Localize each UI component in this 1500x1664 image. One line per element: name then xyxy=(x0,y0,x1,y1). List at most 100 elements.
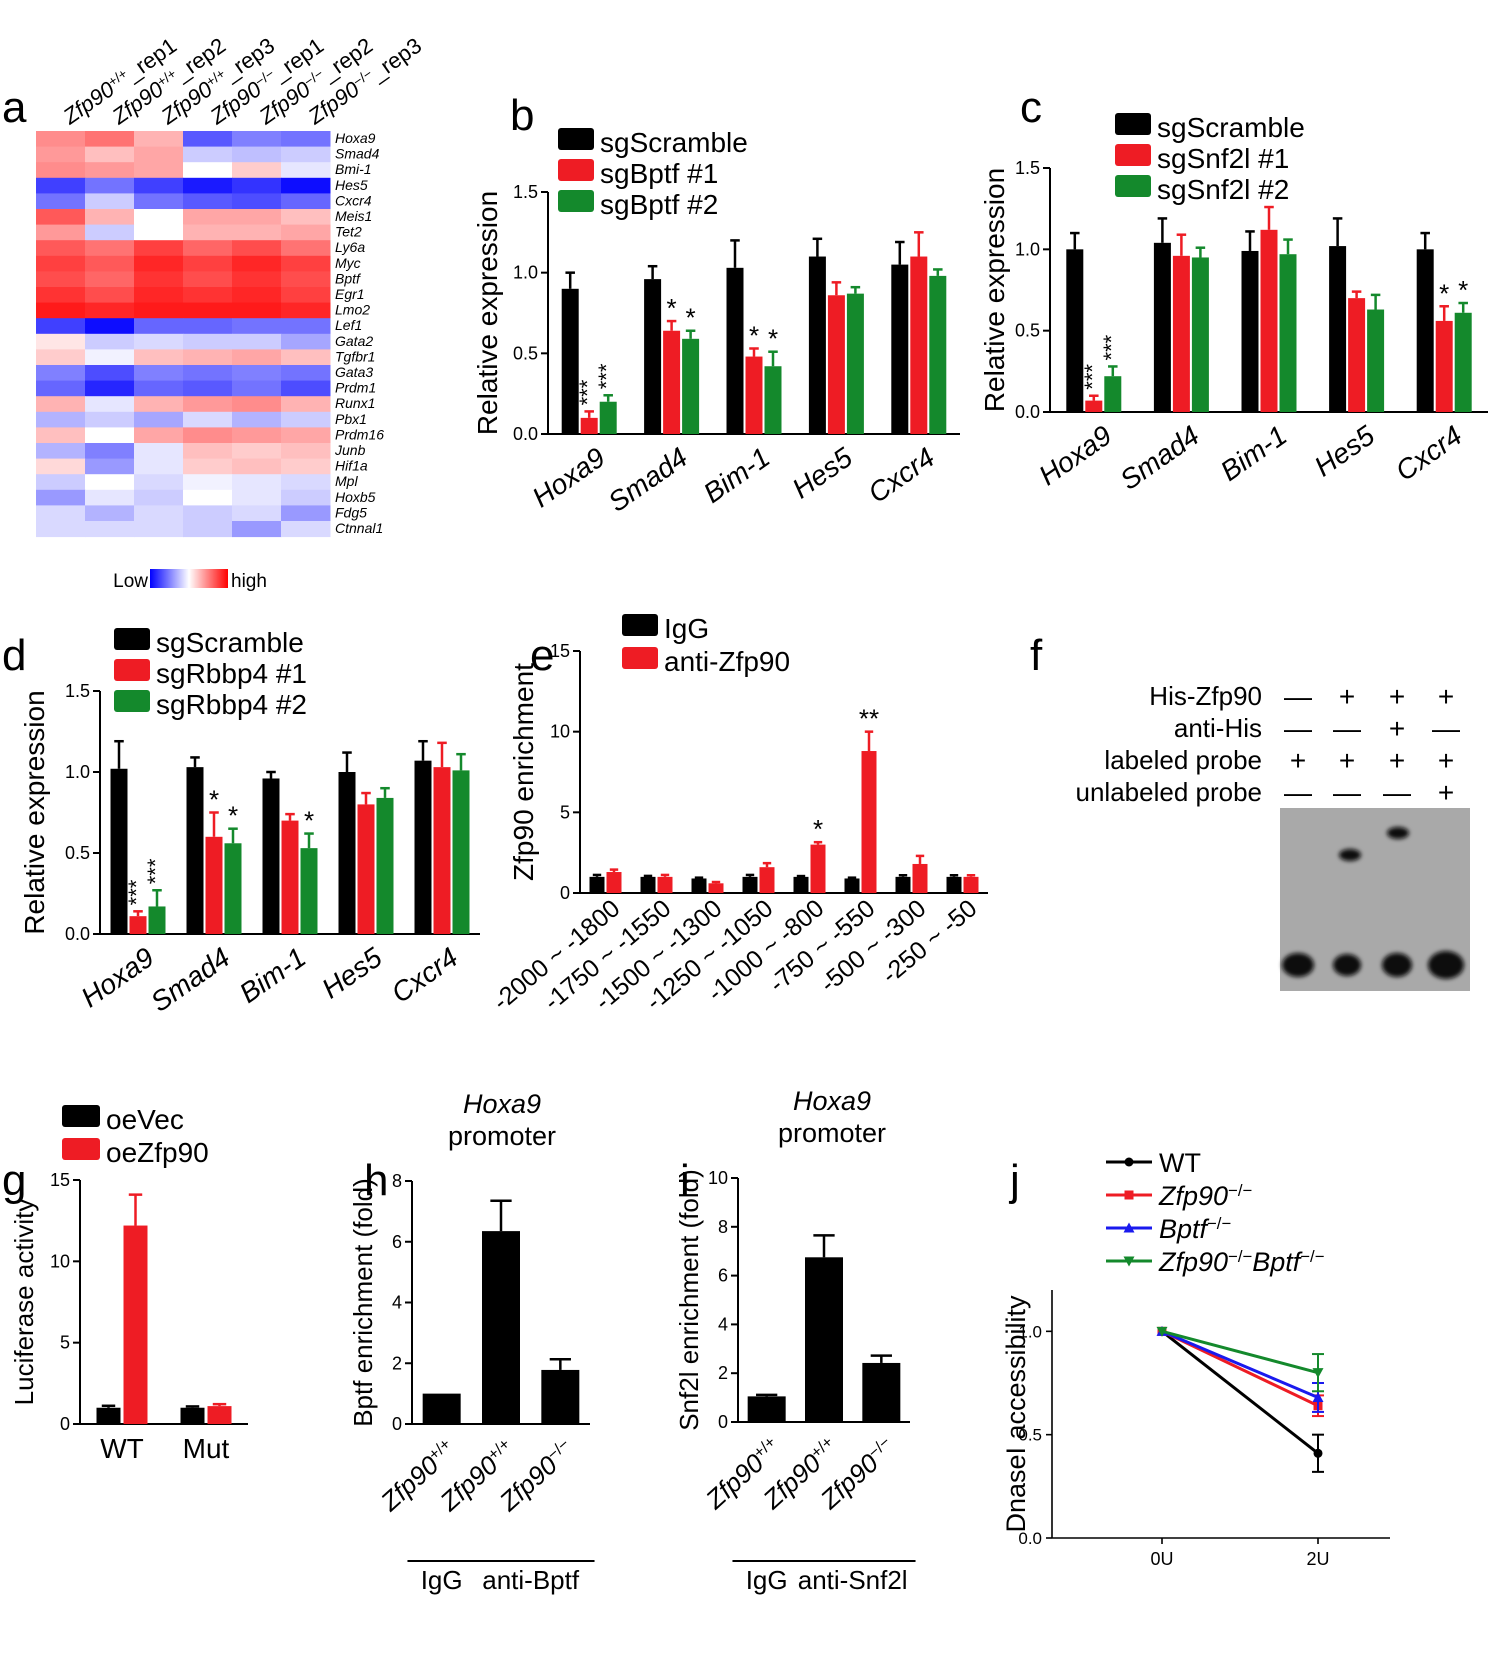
bar xyxy=(1329,246,1347,412)
bar xyxy=(224,843,242,934)
panel-letter-i: i xyxy=(680,1156,690,1205)
heatmap-cell xyxy=(232,224,282,241)
heatmap-cell xyxy=(36,349,86,366)
bar xyxy=(745,356,763,434)
heatmap-row-label: Pbx1 xyxy=(335,411,367,427)
data-point xyxy=(1156,1326,1168,1337)
y-tick-label: 10 xyxy=(50,1251,70,1271)
heatmap-cell xyxy=(134,521,184,538)
heatmap-cell xyxy=(85,240,135,257)
heatmap-row-label: Prdm1 xyxy=(335,380,376,396)
heatmap-cell xyxy=(183,521,233,538)
panel-letter-b: b xyxy=(510,91,534,140)
heatmap-cell xyxy=(85,489,135,506)
legend-label-part: −/− xyxy=(1228,1247,1252,1266)
heatmap-cell xyxy=(134,193,184,210)
heatmap-cell xyxy=(134,224,184,241)
bar xyxy=(1454,312,1472,412)
y-tick-label: 4 xyxy=(718,1314,728,1334)
legend-swatch xyxy=(558,128,594,150)
heatmap-colorbar xyxy=(150,569,228,588)
y-tick-label: 2 xyxy=(718,1363,728,1383)
significance-marker: * xyxy=(304,806,314,836)
heatmap-cell xyxy=(183,146,233,163)
bar xyxy=(1104,376,1122,412)
legend-swatch xyxy=(1115,113,1151,135)
legend-label: sgRbbp4 #2 xyxy=(156,689,307,720)
bar xyxy=(663,330,681,434)
panel-title-gene: Hoxa9 xyxy=(793,1086,871,1116)
heatmap-cell xyxy=(85,365,135,382)
x-category-label: Hes5 xyxy=(787,441,859,504)
bar xyxy=(895,876,911,893)
significance-marker: * xyxy=(228,801,238,831)
heatmap-row-label: Smad4 xyxy=(335,146,380,162)
significance-marker: * xyxy=(686,303,696,333)
heatmap-cell xyxy=(281,489,331,506)
x-category-label: Smad4 xyxy=(1114,420,1204,496)
heatmap-cell xyxy=(281,396,331,413)
heatmap-cell xyxy=(36,131,86,148)
y-tick-label: 2 xyxy=(392,1353,402,1373)
y-axis-label: Luciferase activity xyxy=(9,1199,39,1406)
y-tick-label: 5 xyxy=(60,1333,70,1353)
heatmap-cell xyxy=(134,443,184,460)
heatmap-cell xyxy=(134,177,184,194)
legend-label-part: Zfp90 xyxy=(1158,1247,1228,1277)
heatmap-cell xyxy=(134,287,184,304)
legend-label: oeZfp90 xyxy=(106,1137,209,1168)
significance-marker: * xyxy=(1439,278,1449,308)
y-tick-label: 1.0 xyxy=(1015,239,1040,259)
gel-row-label: unlabeled probe xyxy=(1076,777,1263,807)
y-tick-label: 8 xyxy=(392,1171,402,1191)
gel-row-label: His-Zfp90 xyxy=(1149,681,1262,711)
data-point xyxy=(1313,1448,1323,1458)
heatmap-cell xyxy=(134,240,184,257)
legend-label: sgScramble xyxy=(156,627,304,658)
bar xyxy=(1279,254,1297,412)
heatmap-cell xyxy=(134,271,184,288)
legend-label: sgScramble xyxy=(1157,112,1305,143)
heatmap-cell xyxy=(36,209,86,226)
group-label: anti-Bptf xyxy=(482,1565,580,1595)
heatmap-row-label: Hif1a xyxy=(335,458,368,474)
heatmap-cell xyxy=(183,162,233,179)
heatmap-cell xyxy=(85,146,135,163)
heatmap-cell xyxy=(134,474,184,491)
significance-marker: *** xyxy=(143,858,168,884)
panel-letter-j: j xyxy=(1008,1156,1020,1205)
bar xyxy=(793,876,809,893)
heatmap-cell xyxy=(183,458,233,475)
heatmap-cell xyxy=(183,177,233,194)
heatmap-cell xyxy=(36,443,86,460)
heatmap-cell xyxy=(281,131,331,148)
heatmap-row-label: Bmi-1 xyxy=(335,161,372,177)
heatmap-cell xyxy=(85,396,135,413)
heatmap-cell xyxy=(85,131,135,148)
heatmap-cell xyxy=(232,146,282,163)
bar xyxy=(422,1393,461,1424)
heatmap-cell xyxy=(281,365,331,382)
heatmap-cell xyxy=(36,146,86,163)
heatmap-cell xyxy=(85,193,135,210)
bar xyxy=(742,876,758,893)
heatmap-cell xyxy=(281,177,331,194)
heatmap-cell xyxy=(232,443,282,460)
gel-row-label: anti-His xyxy=(1174,713,1262,743)
legend-label: sgSnf2l #1 xyxy=(1157,143,1289,174)
bar xyxy=(808,256,826,434)
legend-label: anti-Zfp90 xyxy=(664,646,790,677)
bar xyxy=(599,401,617,434)
y-tick-label: 6 xyxy=(718,1266,728,1286)
legend-swatch xyxy=(62,1138,100,1160)
heatmap-cell xyxy=(36,521,86,538)
heatmap-cell xyxy=(36,318,86,335)
heatmap-row-label: Tet2 xyxy=(335,224,362,240)
bar xyxy=(205,836,223,934)
heatmap-cell xyxy=(85,411,135,428)
bar xyxy=(300,848,318,934)
legend-label: sgBptf #1 xyxy=(600,158,718,189)
